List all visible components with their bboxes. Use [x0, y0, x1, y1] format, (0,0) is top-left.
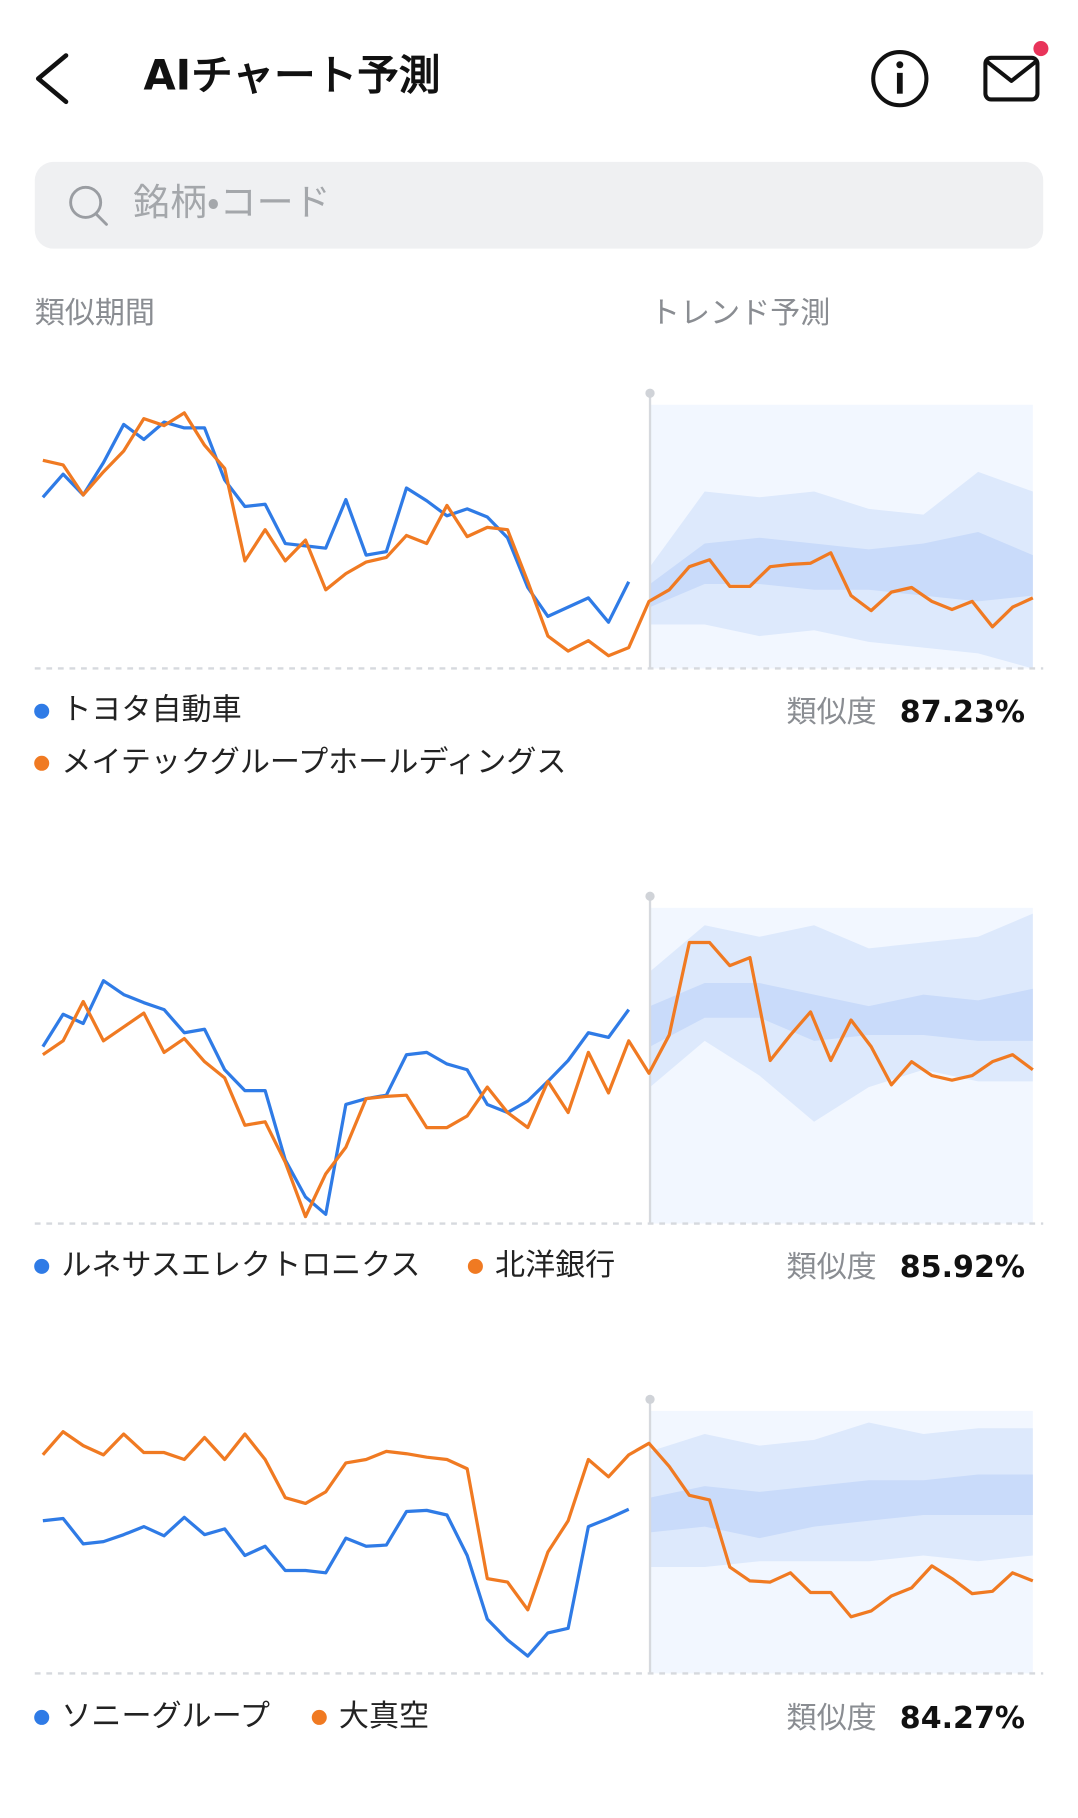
forecast-band [650, 983, 1033, 1047]
divider-dot [645, 891, 655, 901]
legend-dot [467, 1258, 483, 1274]
column-label: 類似期間 [35, 296, 155, 331]
legend-label: メイテックグループホールディングス [61, 745, 566, 780]
similarity-label: 類似度 [787, 1250, 877, 1285]
similarity-label: 類似度 [787, 695, 877, 730]
series-line [41, 1430, 1034, 1619]
similarity-value: 87.23% [900, 695, 1025, 730]
divider-dot [645, 388, 655, 398]
search-bar[interactable]: 銘柄・コード [34, 161, 1044, 249]
legend-label: 大真空 [339, 1699, 429, 1734]
legend-label: ソニーグループ [61, 1699, 270, 1734]
series-line [41, 940, 1034, 1219]
similarity-value: 85.92% [900, 1250, 1025, 1285]
back-button[interactable] [35, 53, 69, 105]
mail-button[interactable] [983, 41, 1049, 102]
legend-dot [34, 1258, 50, 1274]
similarity-label: 類似度 [787, 1701, 877, 1736]
info-button[interactable] [871, 50, 929, 108]
series-line [41, 420, 631, 624]
page-title: AIチャート予測 [143, 51, 440, 100]
legend-dot [311, 1709, 327, 1725]
search-placeholder: 銘柄・コード [133, 181, 331, 224]
similarity-value: 84.27% [900, 1701, 1025, 1736]
legend-dot [34, 703, 50, 719]
legend-label: トヨタ自動車 [61, 693, 241, 728]
series-line [42, 411, 1034, 658]
legend-label: 北洋銀行 [495, 1248, 615, 1283]
notification-dot [1033, 41, 1049, 57]
legend-dot [34, 1709, 50, 1725]
column-label: トレンド予測 [650, 296, 830, 331]
legend-dot [34, 755, 50, 771]
series-line [42, 1507, 630, 1658]
divider-dot [645, 1394, 655, 1404]
legend-label: ルネサスエレクトロニクス [61, 1248, 420, 1283]
forecast-band [650, 1474, 1033, 1539]
forecast-band [650, 531, 1033, 608]
